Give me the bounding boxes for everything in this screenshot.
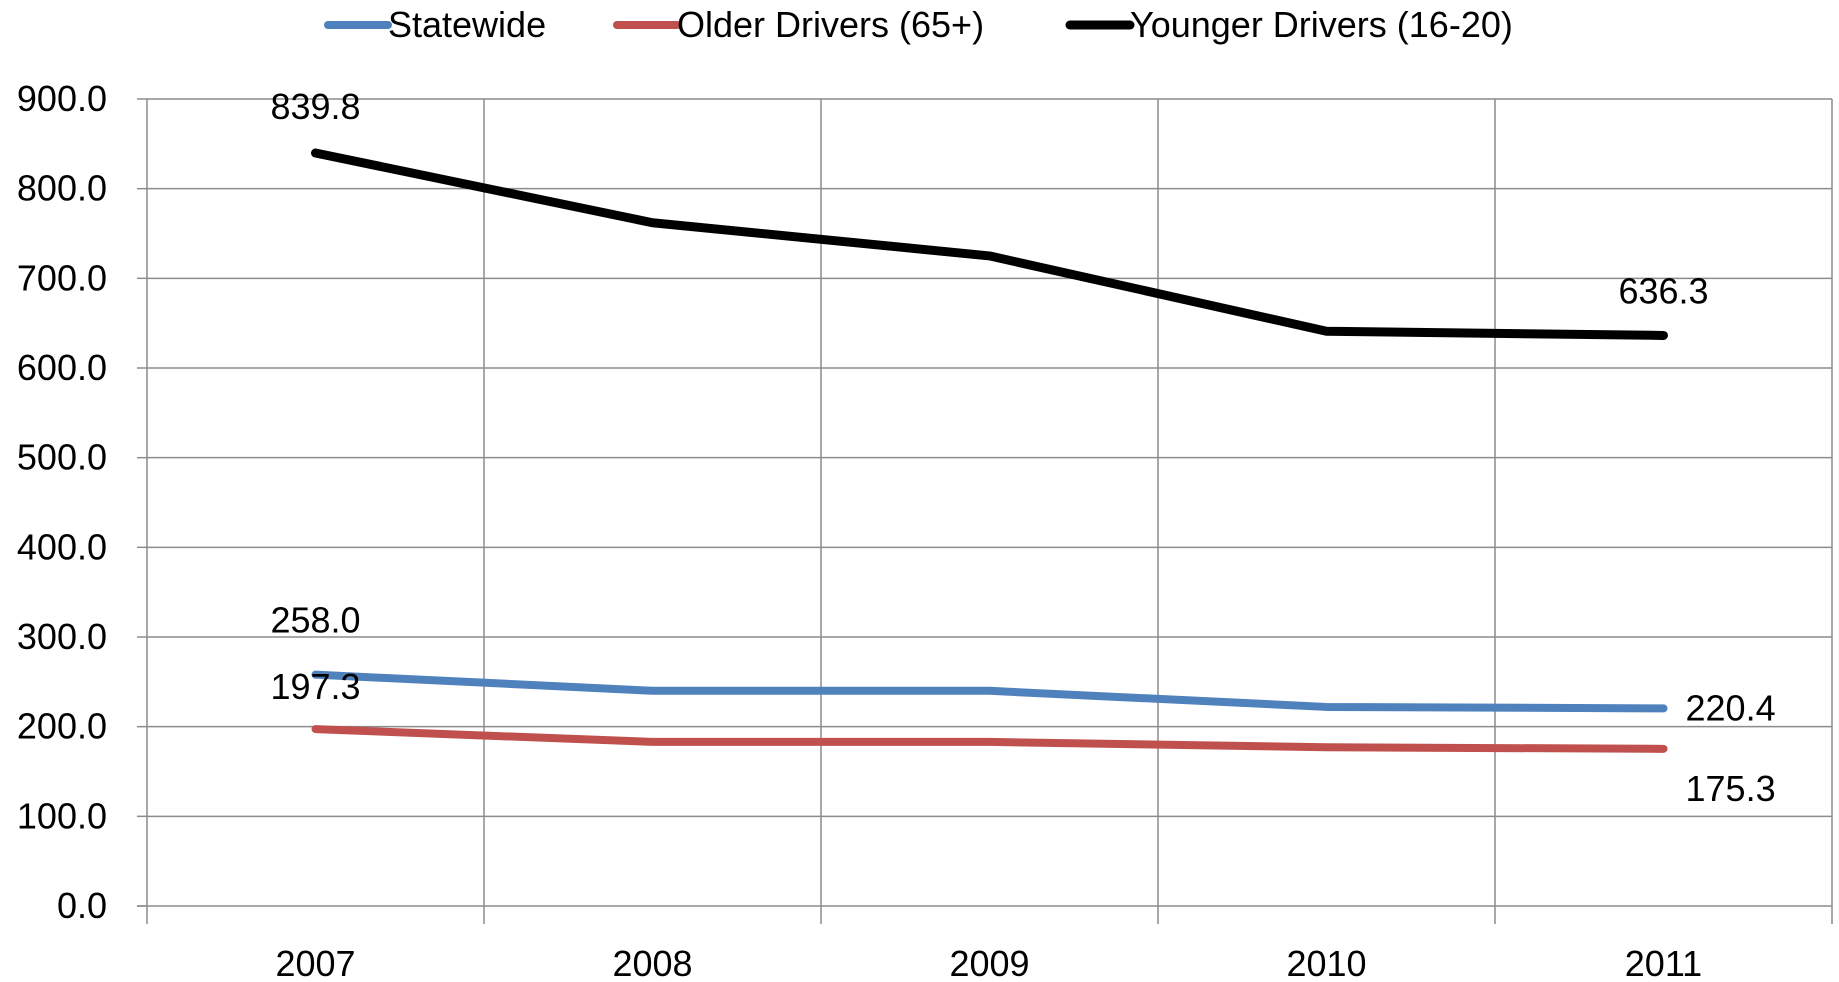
x-tick-label: 2009 xyxy=(949,943,1029,982)
y-tick-label: 900.0 xyxy=(17,78,107,119)
x-tick-label: 2010 xyxy=(1286,943,1366,982)
gridlines xyxy=(147,98,1833,906)
y-tick-label: 800.0 xyxy=(17,168,107,209)
data-labels: 258.0 220.4 197.3 175.3 839.8 636.3 xyxy=(270,86,1775,809)
y-tick-label: 200.0 xyxy=(17,706,107,747)
data-label: 636.3 xyxy=(1618,270,1708,311)
y-tick-label: 400.0 xyxy=(17,526,107,567)
y-tick-label: 500.0 xyxy=(17,437,107,478)
y-tick-label: 300.0 xyxy=(17,616,107,657)
series-line xyxy=(311,670,1668,713)
legend-label: Statewide xyxy=(388,4,546,45)
x-tick-label: 2011 xyxy=(1625,943,1702,982)
x-tick-label: 2007 xyxy=(275,943,355,982)
legend: Statewide Older Drivers (65+) Younger Driv… xyxy=(324,4,1513,45)
axes: 0.0 100.0 200.0 300.0 400.0 500.0 600.0 700.0 80… xyxy=(17,78,1833,982)
x-tick-label: 2008 xyxy=(612,943,692,982)
series-lines xyxy=(311,148,1668,753)
data-label: 220.4 xyxy=(1686,687,1776,728)
legend-label: Older Drivers (65+) xyxy=(677,4,984,45)
data-label: 197.3 xyxy=(270,666,360,707)
y-tick-label: 700.0 xyxy=(17,257,107,298)
series-line xyxy=(311,148,1668,340)
data-label: 258.0 xyxy=(270,600,360,641)
data-label: 175.3 xyxy=(1686,768,1776,809)
legend-label: Younger Drivers (16-20) xyxy=(1130,4,1513,45)
data-label: 839.8 xyxy=(270,86,360,127)
y-tick-label: 0.0 xyxy=(57,885,107,926)
y-tick-label: 600.0 xyxy=(17,347,107,388)
y-tick-label: 100.0 xyxy=(17,795,107,836)
series-line xyxy=(311,725,1668,753)
